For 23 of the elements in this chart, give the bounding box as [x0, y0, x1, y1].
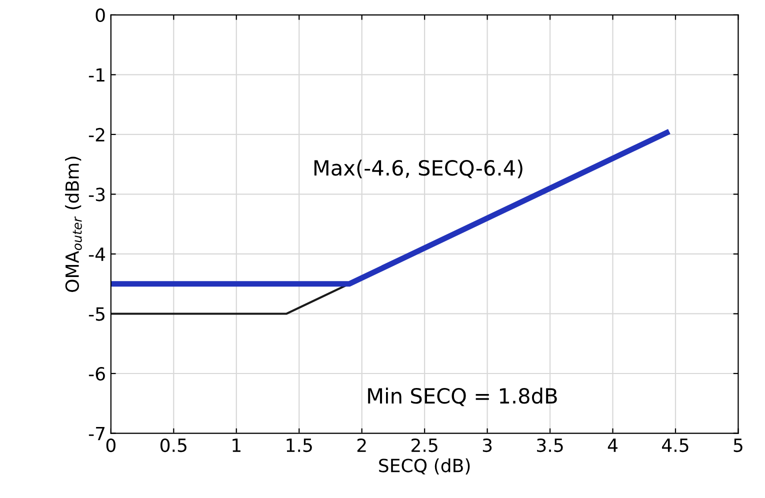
y-tick-label: -1 [88, 68, 104, 82]
x-tick-label: 1.5 [286, 438, 312, 452]
y-tick-label: 0 [96, 8, 105, 22]
x-tick-label: 0.5 [160, 438, 186, 452]
y-tick-label: -6 [88, 366, 105, 381]
x-tick-label: 4.5 [662, 438, 688, 452]
y-tick-label: -2 [88, 128, 104, 142]
y-tick-label: -3 [88, 188, 105, 202]
x-tick-label: 1 [232, 438, 240, 452]
x-axis-title: SECQ (dB) [379, 458, 470, 474]
y-tick-label: -7 [88, 426, 105, 440]
y-tick-label: -5 [88, 307, 104, 321]
x-tick-label: 5 [734, 438, 742, 452]
x-tick-label: 2.5 [412, 438, 438, 452]
x-tick-label: 2 [357, 438, 366, 452]
y-tick-label: -4 [88, 248, 106, 261]
y-axis-title: OMA$_{outer}$ (dBm) [65, 156, 82, 292]
x-tick-label: 4 [608, 438, 618, 452]
x-tick-label: 3.5 [537, 438, 563, 452]
x-tick-label: 3 [482, 438, 492, 452]
annotation: Max(-4.6, SECQ-6.4) [314, 160, 522, 178]
x-tick-label: 0 [106, 438, 116, 452]
annotation: Min SECQ = 1.8dB [368, 388, 557, 406]
